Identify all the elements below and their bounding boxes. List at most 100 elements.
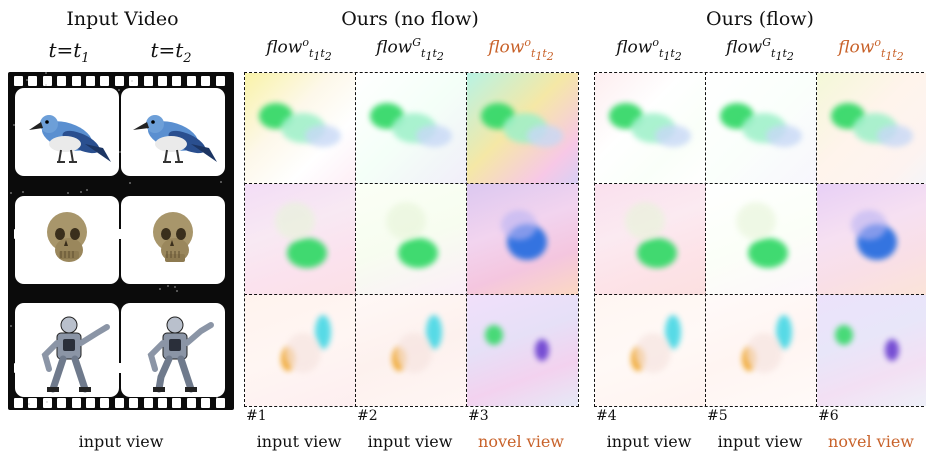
flow-blob <box>485 325 503 345</box>
column-header-2: flowGt1t2 <box>376 36 444 64</box>
flow-blob <box>625 202 665 240</box>
flow-blob <box>398 238 438 268</box>
film-perforation <box>71 398 81 408</box>
flow-panel-bird-4 <box>595 73 706 184</box>
flow-blob <box>736 202 776 240</box>
film-grain <box>220 180 223 183</box>
flow-panel-skull-3 <box>467 184 578 295</box>
flow-blob <box>835 325 853 345</box>
film-grain <box>86 188 89 191</box>
flow-blob <box>766 125 802 147</box>
film-perforation <box>186 76 196 86</box>
flow-grid-1 <box>244 72 579 407</box>
film-perforation <box>201 76 211 86</box>
film-grain <box>13 123 16 126</box>
robot-icon <box>147 316 214 393</box>
panel-number-1: #1 <box>246 408 267 424</box>
film-perforation <box>129 398 139 408</box>
film-frame-skull-t1 <box>15 196 119 284</box>
grid-divider-vertical <box>466 72 467 407</box>
ours-no-flow-title: Ours (no flow) <box>341 8 479 30</box>
flow-blob <box>305 125 341 147</box>
panel-number-6: #6 <box>818 408 839 424</box>
column-header-6: flowot1t2 <box>838 36 904 64</box>
film-frame-skull-t2 <box>121 196 225 284</box>
flow-panel-bird-5 <box>706 73 817 184</box>
film-grain <box>9 192 12 195</box>
flow-panel-skull-1 <box>245 184 356 295</box>
film-perforation <box>100 398 110 408</box>
panel-number-2: #2 <box>357 408 378 424</box>
film-perforation <box>172 398 182 408</box>
flow-blob <box>426 315 442 349</box>
film-grain <box>176 290 179 293</box>
footer-col-1: input view <box>256 432 342 451</box>
film-perforation <box>215 398 225 408</box>
flow-blob <box>746 333 782 373</box>
film-perforation <box>172 76 182 86</box>
panel-number-5: #5 <box>707 408 728 424</box>
flow-panel-robot-6 <box>817 295 926 406</box>
flow-blob <box>635 333 671 373</box>
column-header-5: flowGt1t2 <box>726 36 794 64</box>
film-grain <box>67 192 70 195</box>
film-frame-bird-t1 <box>15 88 119 176</box>
film-grain <box>79 191 82 194</box>
film-grain <box>131 80 134 83</box>
flow-blob <box>275 202 315 240</box>
film-perforation <box>100 76 110 86</box>
ours-flow-title: Ours (flow) <box>706 8 814 30</box>
flow-panel-robot-4 <box>595 295 706 406</box>
grid-divider-vertical <box>816 72 817 407</box>
film-perforation <box>201 398 211 408</box>
skull-icon <box>47 212 87 262</box>
flow-blob <box>655 125 691 147</box>
film-perforation <box>114 76 124 86</box>
film-perforation <box>143 76 153 86</box>
flow-blob <box>287 238 327 268</box>
flow-blob <box>877 125 913 147</box>
film-perforation <box>42 76 52 86</box>
time-label-t2: t=t2 <box>150 38 192 66</box>
film-footer: input view <box>78 432 164 451</box>
film-grain <box>129 182 132 185</box>
flow-blob <box>885 339 899 361</box>
flow-panel-robot-5 <box>706 295 817 406</box>
flow-blob <box>396 333 432 373</box>
column-header-1: flowot1t2 <box>266 36 332 64</box>
footer-col-6: novel view <box>828 432 914 451</box>
footer-col-2: input view <box>367 432 453 451</box>
grid-divider-vertical <box>705 72 706 407</box>
blue-jay-icon <box>29 115 111 163</box>
flow-panel-skull-4 <box>595 184 706 295</box>
flow-panel-skull-2 <box>356 184 467 295</box>
film-frame-robot-t1 <box>15 303 119 397</box>
blue-jay-icon <box>133 115 217 163</box>
flow-blob <box>748 238 788 268</box>
film-grain <box>22 190 25 193</box>
film-perforation <box>114 363 124 373</box>
panel-number-4: #4 <box>596 408 617 424</box>
film-grain <box>216 395 219 398</box>
grid-divider-horizontal <box>594 294 926 295</box>
flow-panel-bird-2 <box>356 73 467 184</box>
flow-blob <box>527 125 563 147</box>
film-grain <box>44 72 47 75</box>
film-perforation <box>158 76 167 86</box>
film-grain <box>45 84 48 87</box>
film-grain <box>159 288 162 291</box>
flow-grid-2 <box>594 72 926 407</box>
film-perforation <box>57 398 67 408</box>
film-grain <box>45 401 48 404</box>
flow-blob <box>416 125 452 147</box>
column-header-4: flowot1t2 <box>616 36 682 64</box>
flow-blob <box>386 202 426 240</box>
film-perforation <box>86 76 95 86</box>
flow-panel-bird-3 <box>467 73 578 184</box>
film-perforation <box>71 76 81 86</box>
flow-blob <box>535 339 549 361</box>
film-perforation <box>57 76 67 86</box>
film-grain <box>26 79 29 81</box>
robot-icon <box>41 316 110 393</box>
film-perforation <box>158 398 167 408</box>
